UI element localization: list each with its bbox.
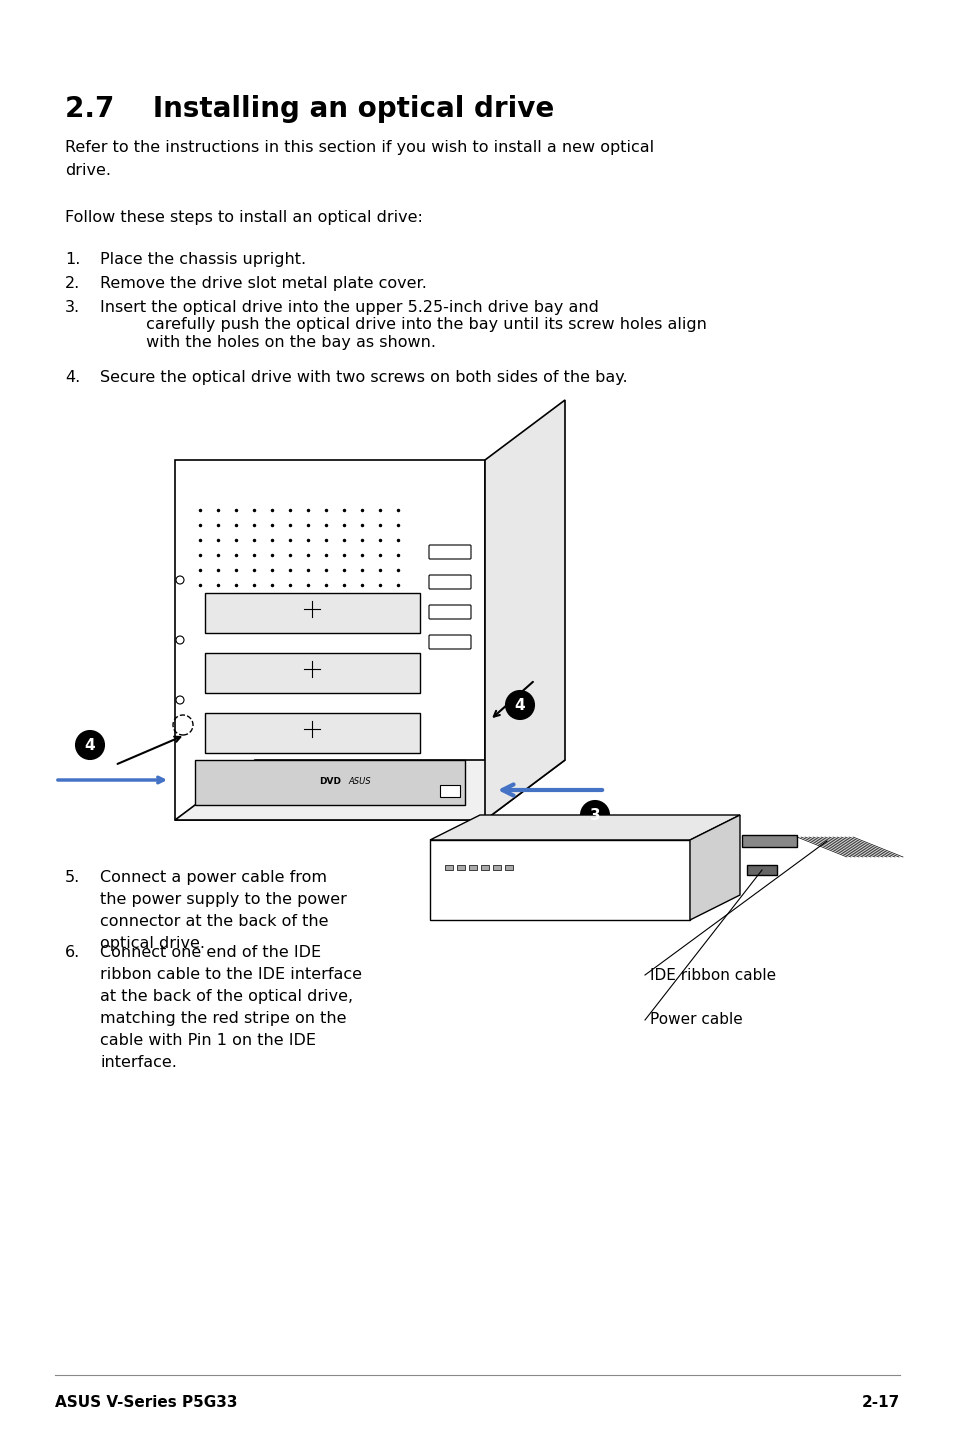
Text: 2.: 2.: [65, 276, 80, 290]
Text: ASUS: ASUS: [349, 778, 371, 787]
Text: 6.: 6.: [65, 945, 80, 961]
Text: Connect one end of the IDE: Connect one end of the IDE: [100, 945, 321, 961]
Text: optical drive.: optical drive.: [100, 936, 205, 951]
Text: 2.7    Installing an optical drive: 2.7 Installing an optical drive: [65, 95, 554, 124]
Bar: [469, 866, 476, 870]
Circle shape: [175, 577, 184, 584]
Text: Power cable: Power cable: [649, 1012, 742, 1028]
Circle shape: [505, 692, 534, 719]
Bar: [741, 835, 796, 847]
Text: connector at the back of the: connector at the back of the: [100, 915, 328, 929]
Polygon shape: [430, 840, 689, 920]
Text: Remove the drive slot metal plate cover.: Remove the drive slot metal plate cover.: [100, 276, 426, 290]
Text: Secure the optical drive with two screws on both sides of the bay.: Secure the optical drive with two screws…: [100, 370, 627, 385]
Polygon shape: [484, 400, 564, 820]
Bar: [480, 866, 489, 870]
FancyBboxPatch shape: [174, 460, 484, 820]
Polygon shape: [174, 761, 564, 820]
Text: Connect a power cable from: Connect a power cable from: [100, 870, 327, 884]
Text: 3: 3: [589, 808, 599, 823]
Text: Follow these steps to install an optical drive:: Follow these steps to install an optical…: [65, 210, 422, 224]
FancyBboxPatch shape: [429, 605, 471, 618]
FancyBboxPatch shape: [205, 592, 419, 633]
Text: Refer to the instructions in this section if you wish to install a new optical: Refer to the instructions in this sectio…: [65, 139, 654, 155]
Polygon shape: [430, 815, 740, 840]
Text: Place the chassis upright.: Place the chassis upright.: [100, 252, 306, 267]
FancyBboxPatch shape: [429, 575, 471, 590]
Circle shape: [580, 801, 608, 828]
Circle shape: [76, 731, 104, 759]
FancyBboxPatch shape: [205, 713, 419, 754]
Text: ribbon cable to the IDE interface: ribbon cable to the IDE interface: [100, 966, 361, 982]
Text: IDE ribbon cable: IDE ribbon cable: [649, 968, 776, 982]
Bar: [504, 866, 513, 870]
Bar: [746, 866, 776, 874]
Text: Insert the optical drive into the upper 5.25-inch drive bay and
         careful: Insert the optical drive into the upper …: [100, 301, 706, 349]
Text: cable with Pin 1 on the IDE: cable with Pin 1 on the IDE: [100, 1032, 315, 1048]
Text: 4.: 4.: [65, 370, 80, 385]
Bar: [444, 866, 453, 870]
Text: at the back of the optical drive,: at the back of the optical drive,: [100, 989, 353, 1004]
Text: the power supply to the power: the power supply to the power: [100, 892, 347, 907]
Bar: [493, 866, 500, 870]
FancyBboxPatch shape: [429, 636, 471, 649]
Text: 1.: 1.: [65, 252, 80, 267]
FancyBboxPatch shape: [429, 545, 471, 559]
FancyBboxPatch shape: [205, 653, 419, 693]
Text: interface.: interface.: [100, 1055, 176, 1070]
Text: ASUS V-Series P5G33: ASUS V-Series P5G33: [55, 1395, 237, 1411]
Text: matching the red stripe on the: matching the red stripe on the: [100, 1011, 346, 1025]
Circle shape: [175, 696, 184, 705]
Text: DVD: DVD: [318, 778, 340, 787]
Text: 4: 4: [85, 738, 95, 752]
Circle shape: [175, 636, 184, 644]
Text: 4: 4: [515, 697, 525, 712]
Text: drive.: drive.: [65, 162, 111, 178]
Polygon shape: [689, 815, 740, 920]
Bar: [439, 785, 459, 797]
Bar: [456, 866, 464, 870]
Text: 2-17: 2-17: [861, 1395, 899, 1411]
Text: 5.: 5.: [65, 870, 80, 884]
Text: 3.: 3.: [65, 301, 80, 315]
Bar: [194, 761, 464, 805]
